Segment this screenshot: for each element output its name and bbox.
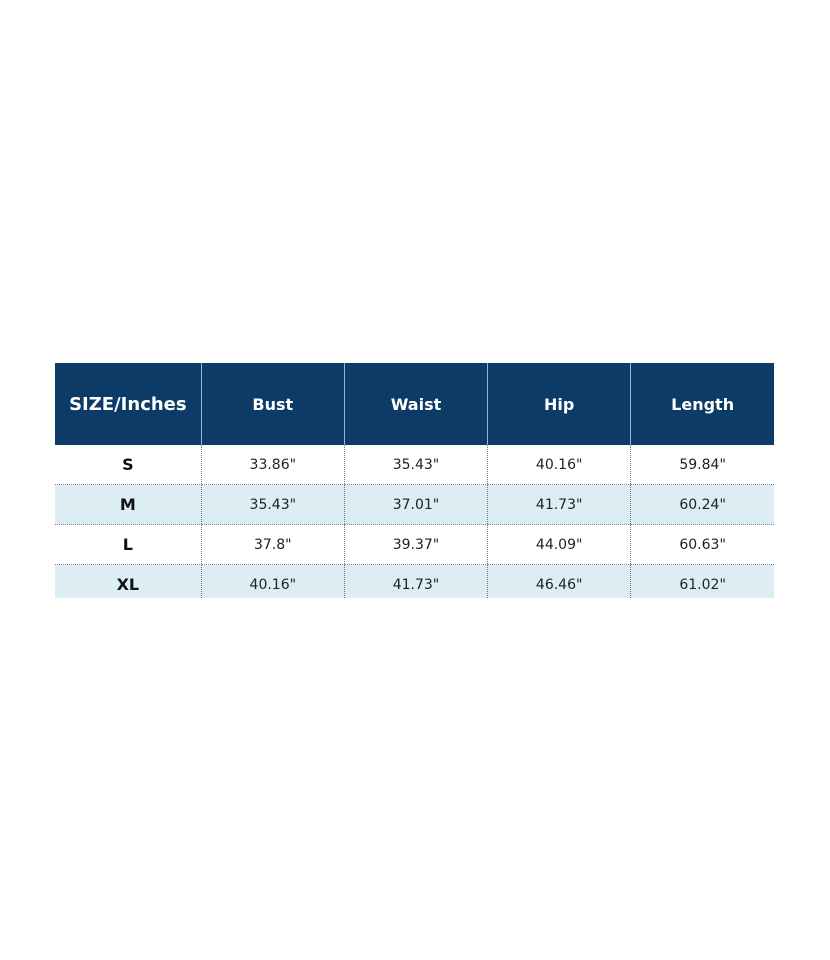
- measurement-cell: 39.37": [343, 524, 488, 565]
- measurement-cell: 59.84": [630, 445, 774, 485]
- size-label: L: [55, 524, 202, 565]
- measurement-cell: 40.16": [200, 564, 345, 598]
- measurement-cell: 60.63": [630, 524, 774, 565]
- measurement-cell: 37.8": [200, 524, 345, 565]
- measurement-cell: 46.46": [487, 564, 631, 598]
- measurement-cell: 37.01": [343, 484, 488, 525]
- size-chart-table: SIZE/Inches Bust Waist Hip Length S 33.86" 35.…: [55, 363, 774, 598]
- measurement-cell: 35.43": [200, 484, 345, 525]
- size-label: XL: [55, 564, 202, 598]
- column-header: Hip: [487, 363, 631, 445]
- column-header: Length: [630, 363, 774, 445]
- table-row: M 35.43" 37.01" 41.73" 60.24": [55, 484, 774, 525]
- size-label: S: [55, 445, 202, 485]
- measurement-cell: 33.86": [200, 445, 345, 485]
- measurement-cell: 61.02": [630, 564, 774, 598]
- table-row: L 37.8" 39.37" 44.09" 60.63": [55, 524, 774, 565]
- measurement-cell: 60.24": [630, 484, 774, 525]
- measurement-cell: 41.73": [343, 564, 488, 598]
- table-row: XL 40.16" 41.73" 46.46" 61.02": [55, 564, 774, 598]
- column-header: Waist: [343, 363, 488, 445]
- header-row: SIZE/Inches Bust Waist Hip Length: [55, 363, 774, 445]
- measurement-cell: 41.73": [487, 484, 631, 525]
- measurement-cell: 40.16": [487, 445, 631, 485]
- table-row: S 33.86" 35.43" 40.16" 59.84": [55, 445, 774, 485]
- size-label: M: [55, 484, 202, 525]
- measurement-cell: 44.09": [487, 524, 631, 565]
- column-header: Bust: [200, 363, 345, 445]
- measurement-cell: 35.43": [343, 445, 488, 485]
- column-header: SIZE/Inches: [55, 363, 202, 445]
